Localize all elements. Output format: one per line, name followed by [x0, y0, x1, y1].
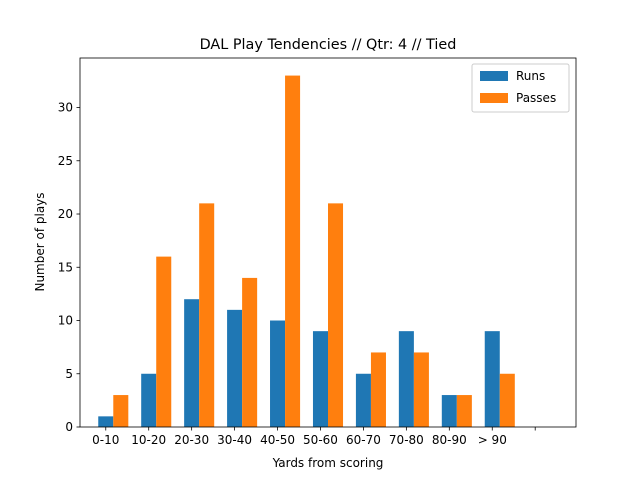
- bar-passes-2: [199, 203, 215, 427]
- bar-passes-5: [328, 203, 344, 427]
- y-tick-label: 25: [58, 154, 73, 168]
- bar-runs-9: [484, 331, 500, 427]
- x-tick-label: 30-40: [217, 433, 252, 447]
- bar-passes-4: [285, 75, 301, 428]
- legend: Runs Passes: [471, 63, 570, 113]
- bar-runs-4: [270, 320, 286, 427]
- bar-runs-2: [184, 299, 200, 427]
- axes-group: 0 5 10 15 20 25 30 0-10 10-20 20-30 30-40 40-50 50-6…: [58, 57, 577, 447]
- bar-runs-0: [98, 416, 114, 427]
- bar-passes-6: [370, 352, 386, 427]
- x-tick-label: 0-10: [92, 433, 119, 447]
- x-tick-label: 20-30: [174, 433, 209, 447]
- legend-label-passes: Passes: [516, 91, 556, 105]
- x-tick-label: 60-70: [346, 433, 381, 447]
- plot-frame: [79, 57, 577, 428]
- bar-runs-5: [312, 331, 328, 427]
- bar-runs-1: [141, 373, 157, 427]
- y-axis-label: Number of plays: [33, 192, 47, 291]
- legend-label-runs: Runs: [516, 69, 545, 83]
- y-tick-label: 30: [58, 101, 73, 115]
- x-tick-label: 10-20: [131, 433, 166, 447]
- bar-runs-6: [355, 373, 371, 427]
- x-axis-label: Yards from scoring: [272, 456, 384, 470]
- x-tick-label: 50-60: [303, 433, 338, 447]
- legend-swatch-runs: [480, 71, 508, 81]
- y-tick-label: 15: [58, 260, 73, 274]
- bar-passes-3: [242, 277, 258, 427]
- x-tick-label: 80-90: [432, 433, 467, 447]
- chart-title: DAL Play Tendencies // Qtr: 4 // Tied: [200, 37, 457, 53]
- x-tick-label: 40-50: [260, 433, 295, 447]
- bar-runs-8: [441, 395, 457, 427]
- bar-passes-7: [413, 352, 429, 427]
- bar-passes-9: [499, 373, 515, 427]
- bar-runs-3: [227, 309, 243, 427]
- bar-runs-7: [398, 331, 414, 427]
- x-tick-label: 70-80: [389, 433, 424, 447]
- bar-passes-0: [113, 395, 129, 427]
- bars-group: [98, 75, 515, 428]
- y-tick-label: 5: [65, 367, 73, 381]
- x-tick-label: > 90: [478, 433, 507, 447]
- y-tick-label: 20: [58, 207, 73, 221]
- y-tick-label: 10: [58, 314, 73, 328]
- legend-swatch-passes: [480, 93, 508, 103]
- bar-passes-8: [456, 395, 472, 427]
- y-tick-label: 0: [65, 420, 73, 434]
- bar-passes-1: [156, 256, 172, 427]
